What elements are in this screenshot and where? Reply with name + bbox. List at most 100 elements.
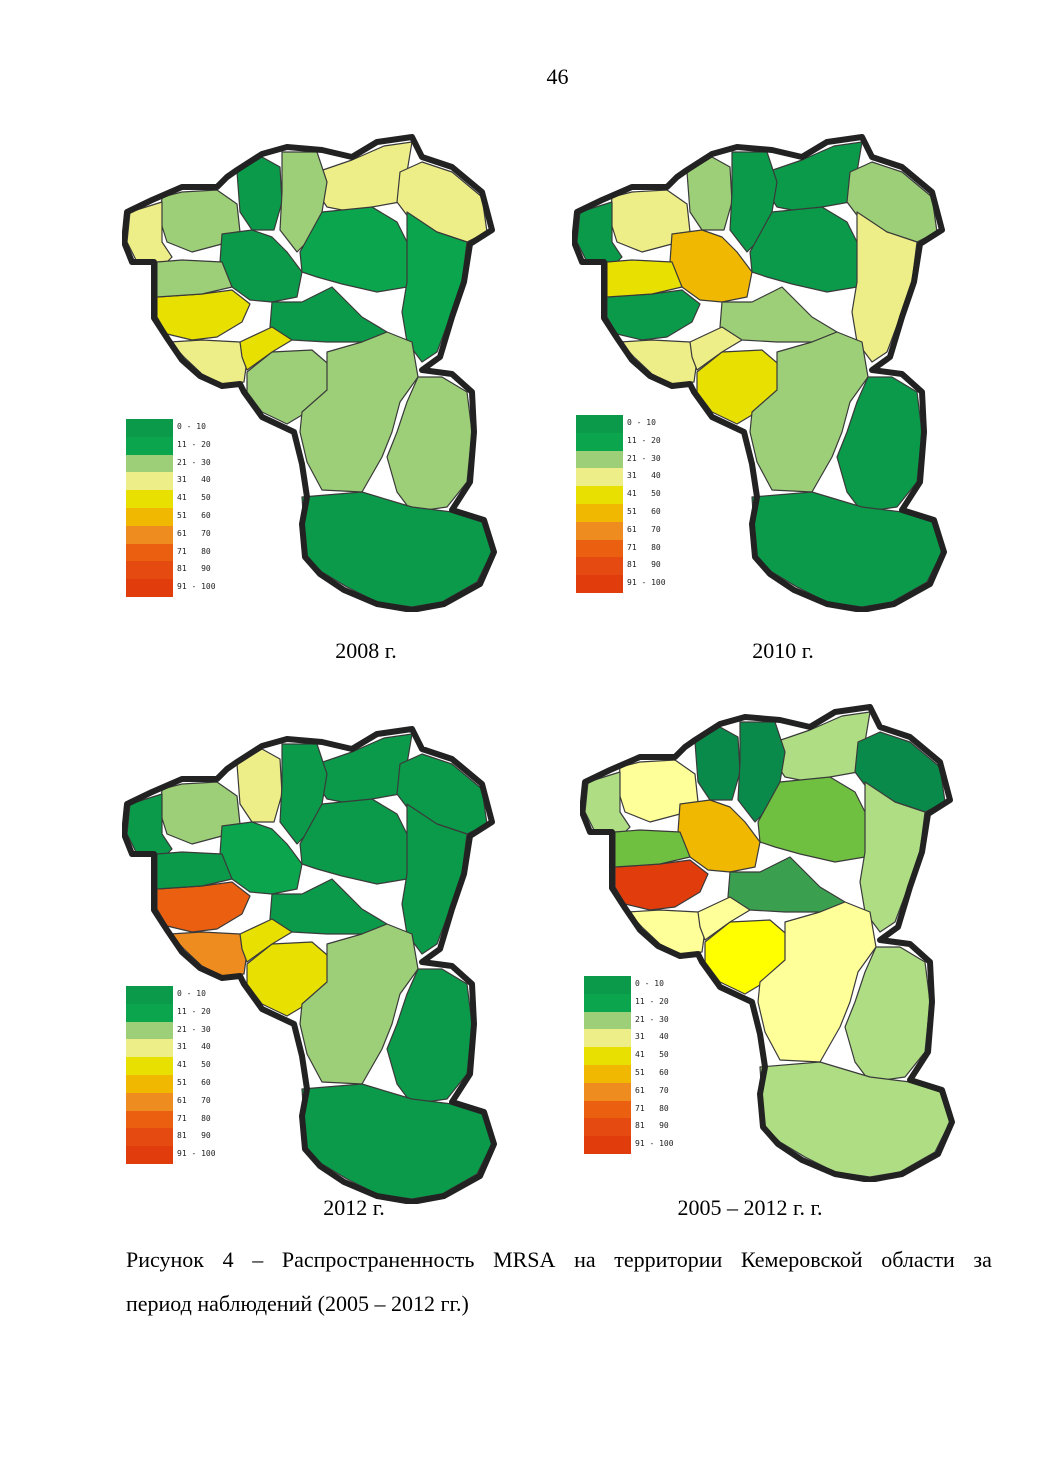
year-label-2005-2012: 2005 – 2012 г. г. [677,1195,823,1220]
caption-word: на [574,1247,596,1272]
district-region [627,909,706,955]
legend-label: 51 60 [177,1077,211,1087]
legend-swatch [576,557,623,576]
legend-swatch [126,1110,173,1129]
legend-swatch [126,1003,173,1022]
choropleth-map-2005-2012 [580,704,955,1182]
caption-word: 4 [222,1247,234,1272]
choropleth-map-2008 [122,134,497,612]
legend-label: 91 - 100 [177,582,216,592]
district-region [126,793,173,855]
legend-swatch [584,1011,631,1030]
legend-swatch [576,486,623,504]
legend-swatch [584,1100,631,1119]
legend-label: 61 70 [177,1095,211,1105]
region-border-outline [580,704,955,1182]
caption-word: за [973,1247,992,1272]
district-region [851,211,918,363]
year-label-2008: 2008 г. [335,638,397,663]
legend-swatch [126,472,173,491]
legend-swatch [584,1064,631,1083]
legend-swatch [576,468,623,487]
district-region [236,156,283,231]
caption-word: MRSA [493,1247,556,1272]
legend-label: 61 70 [627,524,661,534]
district-region [859,781,926,933]
legend-swatch [576,521,623,540]
district-region [246,349,341,425]
legend-label: 11 - 20 [177,1006,211,1016]
legend-swatch [576,450,623,469]
district-region [614,859,709,911]
legend-swatch [584,993,631,1012]
legend-label: 61 70 [635,1085,669,1095]
map-panel-2012: 0 - 10 11 - 20 21 - 30 31 40 41 50 51 60 61 70… [122,704,502,1204]
legend-swatch [576,539,623,558]
district-region [576,201,623,263]
district-region [299,798,413,885]
district-region [156,881,251,933]
map-panel-2010: 0 - 10 11 - 20 21 - 30 31 40 41 50 51 60 61 70… [572,112,952,612]
legend-swatch [576,415,623,433]
legend-swatch [126,1039,173,1058]
caption-word: территории [614,1247,723,1272]
caption-line-1: Рисунок 4– Распространенность MRSA на террито… [126,1238,992,1282]
district-region [696,349,791,425]
district-region [246,941,341,1017]
year-label-2010: 2010 г. [752,638,814,663]
district-region [584,771,631,833]
district-region [299,923,419,1085]
legend-label: 81 90 [177,1131,211,1141]
legend-label: 41 50 [627,489,661,499]
caption-word: Кемеровской [740,1247,863,1272]
legend-swatch [126,490,173,508]
legend-swatch [576,432,623,451]
legend-swatch [584,1118,631,1137]
district-region [694,726,741,801]
district-region [749,206,863,293]
legend-swatch [126,1092,173,1111]
district-region [689,326,743,371]
district-region [749,331,869,493]
legend-label: 0 - 10 [627,418,656,427]
district-region [697,896,751,941]
legend-swatch [126,543,173,562]
region-border-outline [122,134,497,612]
district-region [704,919,799,995]
legend-swatch [126,561,173,580]
district-region [236,748,283,823]
legend-swatch [576,503,623,522]
legend-label: 61 70 [177,528,211,538]
caption-word: области [881,1247,955,1272]
legend-swatch [126,1146,173,1164]
legend-swatch [126,454,173,473]
legend-label: 51 60 [627,506,661,516]
district-region [169,931,248,977]
legend-label: 71 80 [627,542,661,552]
region-border-outline [122,726,497,1204]
district-region [239,326,293,371]
legend-label: 21 - 30 [177,1024,211,1034]
legend-label: 31 40 [177,1042,211,1052]
legend-label: 71 80 [177,546,211,556]
legend-swatch [126,436,173,455]
caption-word: – [252,1247,264,1272]
legend-label: 41 50 [177,493,211,503]
legend-label: 31 40 [177,475,211,485]
district-region [169,339,248,385]
legend-label: 41 50 [177,1060,211,1070]
map-panel-2005-2012: 0 - 10 11 - 20 21 - 30 31 40 41 50 51 60 61 70… [580,682,960,1182]
district-region [239,918,293,963]
legend-label: 31 40 [635,1032,669,1042]
legend-swatch [576,575,623,593]
legend-label: 21 - 30 [177,457,211,467]
legend-label: 0 - 10 [177,422,206,431]
district-region [299,331,419,493]
region-border-outline [572,134,947,612]
legend-label: 11 - 20 [627,435,661,445]
choropleth-map-2010 [572,134,947,612]
legend-label: 0 - 10 [635,979,664,988]
legend-swatch [126,1021,173,1040]
caption-line-2: период наблюдений (2005 – 2012 гг.) [126,1291,469,1316]
district-region [401,211,468,363]
